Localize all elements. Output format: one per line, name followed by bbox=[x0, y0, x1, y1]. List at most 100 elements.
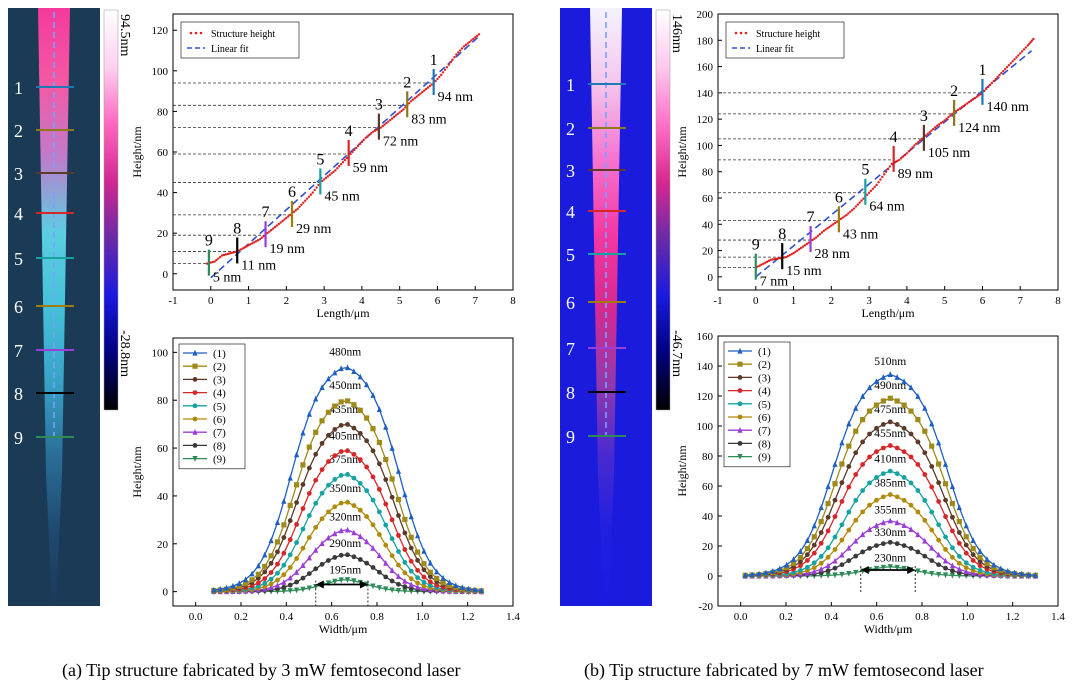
linear-fit-line bbox=[211, 36, 479, 277]
y-tick-label: 120 bbox=[697, 114, 714, 126]
structure-height-point bbox=[329, 174, 331, 176]
profile-point bbox=[415, 550, 420, 555]
profile-point bbox=[833, 566, 838, 571]
profile-point bbox=[950, 545, 955, 550]
profile-point bbox=[402, 584, 407, 589]
x-axis-label: Length/μm bbox=[316, 306, 370, 320]
structure-height-point bbox=[344, 159, 346, 161]
fwhm-label: 330nm bbox=[874, 527, 906, 539]
structure-height-point bbox=[336, 167, 338, 169]
profile-point bbox=[193, 443, 198, 448]
profile-point bbox=[193, 390, 198, 395]
structure-height-point bbox=[855, 205, 857, 207]
structure-height-point bbox=[887, 168, 889, 170]
profile-point bbox=[833, 535, 838, 540]
profile-point bbox=[352, 426, 357, 431]
profile-point bbox=[313, 430, 318, 435]
structure-height-point bbox=[393, 116, 395, 118]
structure-height-point bbox=[219, 256, 221, 258]
profile-point bbox=[332, 404, 337, 409]
y-tick-label: 100 bbox=[152, 66, 169, 78]
x-tick-label: 1.4 bbox=[1051, 611, 1065, 623]
structure-height-point bbox=[872, 188, 874, 190]
structure-height-point bbox=[296, 208, 298, 210]
structure-height-point bbox=[881, 176, 883, 178]
x-tick-label: 0.4 bbox=[824, 611, 838, 623]
profile-point bbox=[275, 578, 280, 583]
profile-point bbox=[421, 548, 426, 554]
profile-point bbox=[326, 459, 331, 464]
structure-height-point bbox=[926, 133, 928, 135]
structure-height-point bbox=[994, 78, 996, 80]
y-tick-label: 100 bbox=[697, 421, 714, 433]
structure-height-point bbox=[368, 134, 370, 136]
structure-height-point bbox=[300, 204, 302, 206]
profile-point bbox=[396, 563, 401, 568]
profile-point bbox=[971, 537, 976, 543]
profile-point bbox=[888, 518, 893, 524]
structure-height-point bbox=[453, 56, 455, 58]
profile-point bbox=[377, 570, 382, 575]
legend-label: Linear fit bbox=[756, 44, 794, 55]
profile-point bbox=[193, 377, 198, 382]
structure-height-point bbox=[279, 221, 281, 223]
profile-point bbox=[874, 475, 879, 480]
structure-height-point bbox=[847, 212, 849, 214]
profile-point bbox=[415, 575, 420, 580]
profile-point bbox=[320, 441, 325, 446]
x-tick-label: 0.8 bbox=[370, 611, 384, 623]
legend-label: (8) bbox=[758, 438, 771, 450]
structure-height-point bbox=[996, 76, 998, 78]
structure-height-point bbox=[870, 190, 872, 192]
profile-point bbox=[950, 555, 955, 560]
profile-point bbox=[853, 498, 858, 503]
structure-height-point bbox=[991, 82, 993, 84]
profile-point bbox=[936, 538, 941, 543]
profile-point bbox=[288, 503, 293, 508]
structure-height-point bbox=[1002, 70, 1004, 72]
y-tick-label: 20 bbox=[157, 228, 169, 240]
profile-point bbox=[301, 506, 306, 511]
profile-point bbox=[390, 536, 395, 541]
profile-point bbox=[281, 535, 286, 540]
profile-point bbox=[288, 552, 293, 557]
profile-point bbox=[294, 500, 299, 505]
profile-point bbox=[320, 516, 325, 521]
profile-point bbox=[805, 552, 810, 557]
profile-point bbox=[377, 461, 382, 466]
y-tick-label: 200 bbox=[697, 9, 714, 21]
profile-point bbox=[358, 457, 363, 462]
x-tick-label: 0.0 bbox=[734, 611, 748, 623]
profile-point bbox=[853, 450, 858, 455]
structure-height-point bbox=[327, 175, 329, 177]
profile-point bbox=[832, 461, 837, 467]
x-tick-label: 8 bbox=[1055, 295, 1061, 307]
profile-point bbox=[339, 423, 344, 428]
profile-point bbox=[957, 561, 962, 566]
profile-point bbox=[288, 565, 293, 570]
section-height-value: 43 nm bbox=[843, 227, 879, 242]
structure-height-point bbox=[915, 143, 917, 145]
legend-label: (5) bbox=[758, 399, 771, 411]
profile-point bbox=[812, 551, 817, 556]
profile-point bbox=[262, 581, 267, 586]
profile-point bbox=[281, 522, 286, 527]
profile-point bbox=[396, 513, 401, 518]
profile-point bbox=[390, 517, 395, 522]
profile-point bbox=[358, 408, 363, 413]
profile-point bbox=[307, 535, 312, 540]
structure-height-point bbox=[478, 33, 480, 35]
x-tick-label: 0.8 bbox=[915, 611, 929, 623]
profile-point bbox=[888, 419, 893, 424]
structure-height-point bbox=[325, 177, 327, 179]
structure-height-point bbox=[932, 128, 934, 130]
caption-panel-b: (b) Tip structure fabricated by 7 mW fem… bbox=[584, 660, 984, 681]
legend-label: Linear fit bbox=[211, 44, 249, 55]
structure-height-point bbox=[425, 88, 427, 90]
profile-point bbox=[409, 576, 414, 581]
profile-point bbox=[826, 568, 831, 573]
colorbar bbox=[656, 10, 670, 410]
profile-point bbox=[339, 449, 344, 454]
profile-point bbox=[422, 575, 427, 580]
structure-height-point bbox=[217, 257, 219, 259]
